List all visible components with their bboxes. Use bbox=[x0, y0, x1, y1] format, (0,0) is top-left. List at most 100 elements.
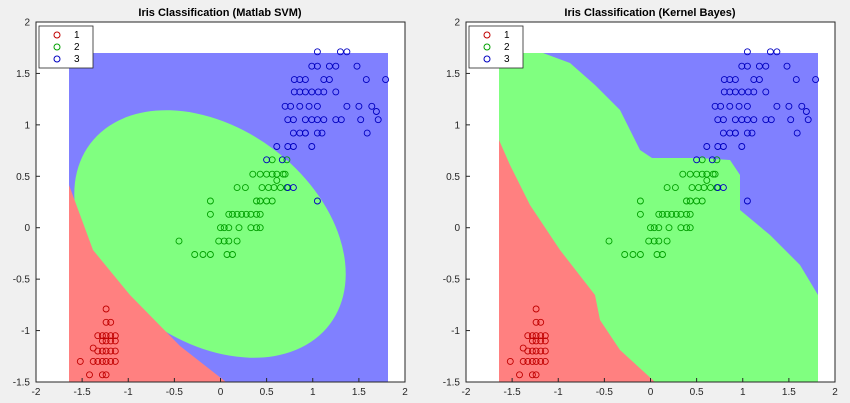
svm-y-tick-label-3: 0 bbox=[24, 223, 30, 234]
kb-point-class-1-11 bbox=[528, 347, 536, 355]
kb-point-class-1-25 bbox=[532, 318, 540, 326]
svm-point-class-3-25 bbox=[320, 116, 328, 124]
kb-point-class-2-32 bbox=[695, 184, 702, 192]
svm-point-class-2-31 bbox=[258, 184, 266, 192]
kernel-bayes-plot-panel: -2 -1.5 -1 -0.5 0 0.5 1 1.5 2-1.5-1-0.500.511.52… bbox=[443, 7, 838, 398]
kb-point-class-2-25 bbox=[636, 210, 644, 218]
svm-y-tick-label-2: -0.5 bbox=[13, 275, 31, 286]
svm-point-class-3-23 bbox=[313, 102, 321, 110]
svm-point-class-3-32 bbox=[320, 88, 328, 96]
svm-point-class-3-24 bbox=[337, 116, 345, 124]
kb-point-class-3-24 bbox=[767, 116, 775, 124]
svm-point-class-1-6 bbox=[111, 357, 119, 365]
kb-point-class-2-44 bbox=[686, 170, 694, 178]
kb-point-class-2-11 bbox=[650, 224, 658, 232]
kb-point-class-2-18 bbox=[659, 210, 666, 218]
kb-point-class-1-17 bbox=[532, 337, 540, 345]
kb-point-class-1-20 bbox=[524, 332, 532, 340]
kb-point-class-3-5 bbox=[703, 143, 711, 150]
svm-point-class-3-21 bbox=[296, 102, 304, 110]
svm-y-tick-label-7: 2 bbox=[24, 18, 30, 29]
svm-point-class-2-26 bbox=[253, 197, 260, 205]
kb-y-tick-label-3: 0 bbox=[454, 223, 460, 234]
kb-point-class-1-12 bbox=[532, 347, 540, 355]
svm-point-class-2-18 bbox=[229, 210, 236, 218]
svm-point-class-3-19 bbox=[281, 102, 289, 110]
svm-y-tick-label-4: 0.5 bbox=[16, 172, 30, 183]
kb-legend-label-1: 1 bbox=[504, 30, 510, 41]
svm-point-class-3-47 bbox=[357, 116, 365, 124]
kb-y-tick-label-6: 1.5 bbox=[446, 69, 460, 80]
svm-legend-marker-3 bbox=[53, 55, 61, 63]
svm-point-class-3-15 bbox=[289, 116, 297, 124]
kb-legend-box bbox=[468, 25, 524, 69]
svm-point-class-3-56 bbox=[301, 129, 309, 137]
svm-region-class-1 bbox=[69, 185, 226, 382]
svm-point-class-1-24 bbox=[111, 332, 119, 340]
svm-point-class-2-39 bbox=[268, 170, 276, 178]
kb-point-class-1-27 bbox=[532, 305, 540, 313]
svm-legend-marker-1 bbox=[53, 31, 61, 39]
svm-x-tick-label-0: -2 bbox=[32, 387, 41, 398]
kb-point-class-1-19 bbox=[541, 337, 549, 345]
kb-tick-labels: -2 -1.5 -1 -0.5 0 0.5 1 1.5 2-1.5-1-0.500.511.52 bbox=[443, 18, 838, 399]
kb-point-class-3-43 bbox=[798, 102, 806, 110]
svm-point-class-1-14 bbox=[111, 347, 119, 355]
kb-point-class-2-21 bbox=[672, 210, 680, 218]
svm-point-class-2-10 bbox=[217, 224, 224, 232]
svm-point-class-1-12 bbox=[102, 347, 110, 355]
svm-point-class-2-43 bbox=[249, 170, 257, 178]
svm-point-class-2-9 bbox=[233, 237, 241, 245]
svm-point-class-3-55 bbox=[343, 48, 351, 56]
svm-legend-label-3: 3 bbox=[74, 54, 80, 65]
svm-point-class-2-4 bbox=[223, 251, 231, 258]
kb-point-class-1-15 bbox=[519, 344, 527, 352]
svm-point-class-3-38 bbox=[325, 76, 333, 84]
kb-point-class-3-34 bbox=[720, 76, 728, 84]
kb-point-class-3-15 bbox=[719, 116, 727, 124]
svm-point-class-1-5 bbox=[107, 357, 115, 365]
svm-point-class-1-15 bbox=[89, 344, 97, 352]
svm-point-class-2-12 bbox=[225, 224, 233, 232]
kb-point-class-1-1 bbox=[519, 357, 527, 365]
kb-point-class-1-7 bbox=[516, 371, 523, 379]
kb-point-class-1-26 bbox=[537, 318, 545, 326]
kb-point-class-2-26 bbox=[683, 197, 690, 205]
svm-point-class-2-0 bbox=[175, 237, 183, 245]
kb-point-class-3-45 bbox=[802, 108, 810, 115]
kb-point-class-3-13 bbox=[748, 129, 756, 137]
svm-point-class-2-15 bbox=[253, 224, 260, 232]
kb-point-class-2-23 bbox=[683, 210, 690, 218]
kb-axes-box bbox=[465, 21, 836, 383]
kb-y-tick-label-4: 0.5 bbox=[446, 172, 460, 183]
kb-point-class-1-23 bbox=[537, 332, 545, 340]
svm-x-tick-label-6: 1 bbox=[310, 387, 316, 398]
kb-point-class-3-8 bbox=[738, 143, 746, 150]
kb-point-class-3-3 bbox=[714, 184, 722, 192]
kb-point-class-3-41 bbox=[773, 102, 781, 110]
kb-point-class-2-42 bbox=[711, 170, 719, 178]
svm-point-class-1-25 bbox=[102, 318, 110, 326]
kb-point-class-3-10 bbox=[719, 129, 727, 137]
kb-point-class-3-53 bbox=[743, 48, 751, 56]
kb-point-class-1-5 bbox=[537, 357, 545, 365]
svm-point-class-2-37 bbox=[241, 184, 249, 192]
kb-point-class-2-0 bbox=[605, 237, 613, 245]
kb-x-tick-label-1: -1.5 bbox=[504, 387, 522, 398]
kb-point-class-3-32 bbox=[750, 88, 758, 96]
svm-point-class-3-31 bbox=[314, 88, 322, 96]
svm-legend-box bbox=[38, 25, 94, 69]
kb-point-class-3-33 bbox=[762, 88, 770, 96]
svm-point-class-2-1 bbox=[191, 251, 199, 258]
kb-point-class-1-6 bbox=[541, 357, 549, 365]
svm-point-class-2-46 bbox=[283, 156, 291, 164]
svm-point-class-1-17 bbox=[102, 337, 110, 345]
svm-point-class-2-3 bbox=[206, 251, 214, 258]
svm-legend-marker-2 bbox=[53, 43, 61, 51]
svm-point-class-2-6 bbox=[215, 237, 223, 245]
svm-point-class-2-25 bbox=[206, 210, 214, 218]
svm-x-tick-label-3: -0.5 bbox=[166, 387, 184, 398]
kb-point-class-2-19 bbox=[663, 210, 671, 218]
kb-x-tick-label-3: -0.5 bbox=[596, 387, 614, 398]
